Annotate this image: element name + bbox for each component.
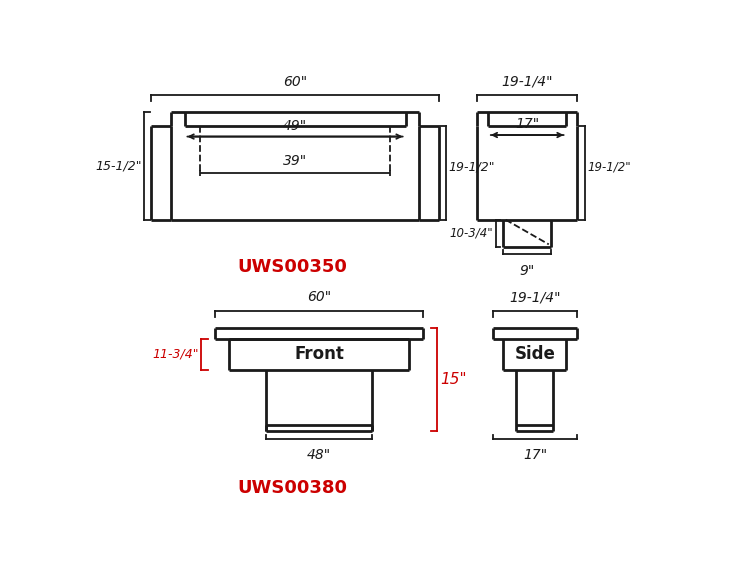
Text: 19-1/2": 19-1/2"	[449, 160, 495, 173]
Text: 9": 9"	[520, 264, 535, 278]
Text: 11-3/4": 11-3/4"	[152, 348, 199, 361]
Text: 17": 17"	[523, 448, 547, 463]
Text: 17": 17"	[515, 117, 539, 131]
Text: 48": 48"	[307, 448, 331, 463]
Text: UWS00380: UWS00380	[237, 479, 347, 497]
Text: 19-1/4": 19-1/4"	[509, 290, 561, 304]
Text: Front: Front	[294, 345, 344, 363]
Text: 49": 49"	[283, 119, 307, 133]
Text: 15-1/2": 15-1/2"	[95, 159, 142, 172]
Text: 19-1/2": 19-1/2"	[587, 160, 631, 173]
Text: 15": 15"	[441, 372, 467, 387]
Text: 10-3/4": 10-3/4"	[450, 227, 493, 240]
Text: 39": 39"	[283, 154, 307, 168]
Text: UWS00350: UWS00350	[237, 257, 347, 276]
Text: Side: Side	[514, 345, 556, 363]
Text: 19-1/4": 19-1/4"	[501, 75, 553, 89]
Text: 60": 60"	[283, 75, 307, 89]
Text: 60": 60"	[307, 290, 331, 304]
